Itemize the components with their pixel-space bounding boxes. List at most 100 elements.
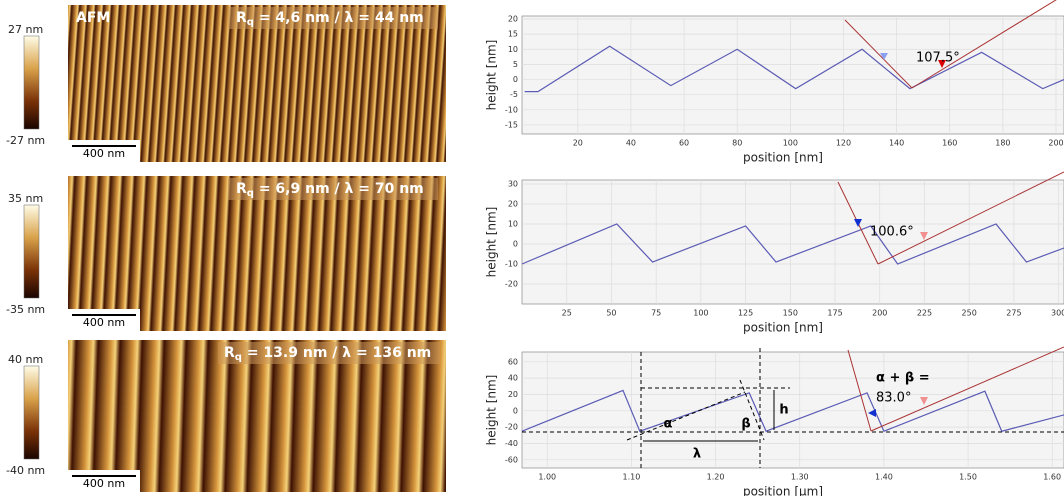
tangent [847, 349, 872, 432]
y-tick-label: 0 [513, 75, 518, 84]
x-tick-label: 150 [783, 309, 798, 318]
subscript: q [247, 17, 254, 28]
plot-area [521, 179, 1064, 305]
marker [854, 219, 862, 227]
y-tick-label: 30 [508, 180, 518, 189]
subscript: q [235, 352, 242, 363]
annotation: h [779, 403, 788, 418]
x-axis-label: position [µm] [743, 485, 823, 497]
x-tick-label: 25 [562, 309, 572, 318]
x-tick-label: 1.60 [1043, 473, 1061, 482]
x-tick-label: 100 [693, 309, 708, 318]
x-tick-label: 160 [942, 139, 957, 148]
annotation: 100.6° [870, 225, 914, 240]
x-tick-label: 275 [1006, 309, 1021, 318]
plot-area [521, 15, 1064, 135]
colorbar-max: 40 nm [8, 353, 43, 366]
x-tick-label: 180 [995, 139, 1010, 148]
annotation: 83.0° [876, 391, 911, 406]
profile-line [521, 223, 1064, 265]
colorbar-max: 35 nm [8, 192, 43, 205]
colorbar [23, 35, 40, 130]
annotation: α + β = [876, 371, 930, 386]
x-tick-label: 140 [889, 139, 904, 148]
y-axis-label: height [nm] [485, 40, 499, 111]
x-tick-label: 1.30 [791, 473, 809, 482]
x-tick-label: 40 [626, 139, 636, 148]
profiles [522, 0, 1064, 468]
y-tick-label: -10 [505, 105, 518, 114]
y-tick-label: 20 [508, 390, 518, 399]
marker [920, 397, 928, 405]
afm-image [68, 5, 446, 162]
x-tick-label: 225 [917, 309, 932, 318]
x-tick-label: 20 [573, 139, 583, 148]
x-tick-label: 120 [836, 139, 851, 148]
x-tick-label: 50 [606, 309, 616, 318]
afm-label: AFM [76, 10, 110, 26]
rest: = 6,9 nm / λ = 70 nm [254, 181, 424, 197]
profile-line [524, 45, 1064, 93]
y-axis-label: height [nm] [485, 375, 499, 446]
profile-line [521, 389, 1064, 433]
y-tick-label: -20 [505, 423, 518, 432]
guides [522, 348, 1064, 468]
colorbar [23, 204, 40, 299]
y-tick-label: 15 [508, 30, 518, 39]
y-tick-label: -40 [505, 439, 518, 448]
x-axis-label: position [nm] [743, 151, 823, 165]
annotation: λ [693, 447, 701, 462]
subscript: q [247, 188, 254, 199]
roughness-label: Rq = 4,6 nm / λ = 44 nm [236, 10, 424, 28]
x-tick-label: 1.00 [538, 473, 556, 482]
marker [868, 409, 876, 417]
y-axis-label: height [nm] [485, 207, 499, 278]
x-tick-label: 125 [738, 309, 753, 318]
afm-images: AFM [23, 5, 446, 492]
y-tick-label: 0 [513, 406, 518, 415]
plot-area [521, 351, 1064, 469]
arrows [643, 390, 775, 442]
x-tick-label: 1.50 [959, 473, 977, 482]
scale-label: 400 nm [83, 477, 125, 490]
x-tick-label: 300 [1051, 309, 1064, 318]
x-tick-label: 200 [872, 309, 887, 318]
tangent [911, 0, 1057, 89]
x-tick-label: 1.10 [623, 473, 641, 482]
colorbar-min: -40 nm [6, 464, 45, 477]
annotation: β [741, 417, 750, 432]
x-tick-label: 1.20 [707, 473, 725, 482]
tangent [844, 19, 913, 89]
colorbar [23, 365, 40, 460]
y-tick-label: -10 [505, 260, 518, 269]
x-tick-label: 1.40 [875, 473, 893, 482]
y-tick-label: 5 [513, 60, 518, 69]
marker [920, 232, 928, 240]
tangent [870, 346, 1064, 432]
y-tick-label: -60 [505, 455, 518, 464]
x-tick-label: 200 [1048, 139, 1063, 148]
y-tick-label: -15 [505, 120, 518, 129]
marker [880, 53, 888, 60]
scale-label: 400 nm [83, 147, 125, 160]
r: R [224, 345, 235, 361]
colorbar-min: -27 nm [6, 134, 45, 147]
y-tick-label: 20 [508, 15, 518, 24]
rest: = 13.9 nm / λ = 136 nm [242, 345, 431, 361]
x-tick-label: 100 [783, 139, 798, 148]
x-tick-label: 250 [962, 309, 977, 318]
scale-label: 400 nm [83, 316, 125, 329]
r: R [236, 10, 247, 26]
tangent [877, 171, 1064, 265]
colorbar-max: 27 nm [8, 23, 43, 36]
afm-image [68, 340, 446, 492]
y-tick-label: -20 [505, 280, 518, 289]
x-axis-label: position [nm] [743, 321, 823, 335]
label-bg [228, 178, 438, 200]
marker [938, 60, 946, 68]
colorbar-min: -35 nm [6, 303, 45, 316]
y-tick-label: 60 [508, 357, 518, 366]
label-bg [228, 7, 438, 29]
roughness-label: Rq = 13.9 nm / λ = 136 nm [224, 345, 431, 363]
